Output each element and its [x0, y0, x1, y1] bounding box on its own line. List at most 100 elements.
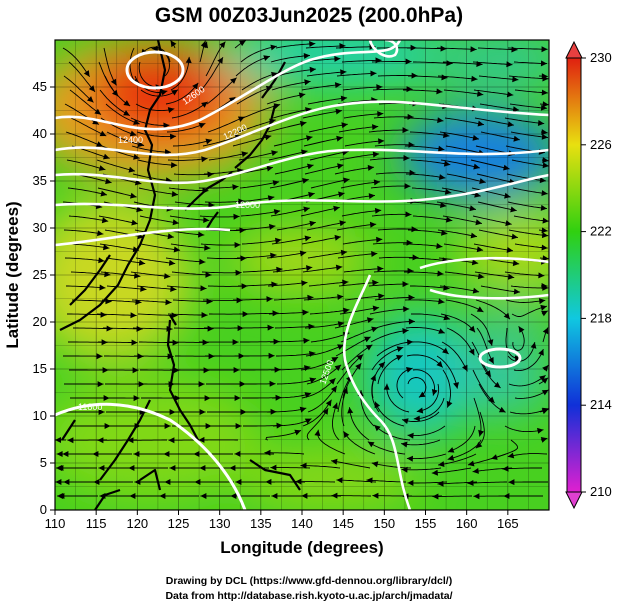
streamline-arrowhead — [134, 272, 141, 279]
streamline — [331, 460, 371, 469]
streamline — [106, 285, 147, 290]
streamline-arrowhead — [336, 135, 343, 142]
streamline-arrowhead — [300, 462, 307, 469]
streamline-arrowhead — [401, 466, 408, 473]
streamline-arrowhead — [337, 294, 344, 300]
streamline-arrowhead — [298, 92, 306, 99]
streamline-arrowhead — [436, 88, 443, 95]
streamline — [66, 285, 106, 289]
streamline — [444, 271, 485, 278]
streamline-arrowhead — [407, 480, 414, 486]
streamline-arrowhead — [510, 206, 517, 213]
streamline — [504, 425, 544, 433]
streamline-arrowhead — [340, 95, 348, 102]
streamline — [99, 89, 131, 117]
colorbar-tick-label: 222 — [590, 224, 612, 239]
streamline-arrowhead — [494, 381, 501, 388]
streamline — [480, 285, 521, 293]
streamline-arrowhead — [130, 312, 137, 319]
streamline — [306, 221, 346, 231]
streamline-arrowhead — [366, 477, 373, 484]
streamline — [165, 82, 199, 105]
streamline — [369, 308, 410, 315]
streamline-arrowhead — [371, 461, 379, 468]
streamline-arrowhead — [102, 367, 109, 374]
streamline-arrowhead — [332, 402, 338, 410]
streamline-arrowhead — [165, 299, 172, 306]
streamline-arrowhead — [132, 246, 140, 253]
streamline-arrowhead — [477, 273, 485, 280]
streamline-arrowhead — [355, 363, 362, 370]
streamline — [410, 159, 451, 166]
streamline-arrowhead — [378, 362, 385, 369]
streamline — [274, 325, 315, 329]
streamline — [443, 89, 484, 96]
streamline-arrowhead — [335, 108, 342, 115]
streamline — [69, 89, 102, 115]
streamline-arrowhead — [234, 242, 241, 248]
streamline-arrowhead — [294, 429, 301, 436]
streamline — [273, 296, 314, 301]
streamline-arrowhead — [541, 89, 548, 96]
streamline-arrowhead — [123, 110, 130, 116]
streamline — [67, 187, 108, 196]
streamline — [372, 242, 413, 245]
streamline-arrowhead — [55, 479, 62, 485]
streamline-arrowhead — [302, 178, 309, 184]
streamline-arrowhead — [103, 395, 110, 401]
streamline — [317, 429, 346, 455]
streamline-arrowhead — [303, 53, 310, 59]
streamline — [413, 397, 445, 420]
streamline — [301, 83, 342, 91]
streamline — [334, 166, 375, 175]
streamline — [273, 136, 313, 147]
streamline-arrowhead — [537, 120, 545, 126]
streamline-arrowhead — [539, 375, 546, 382]
streamline — [370, 329, 409, 343]
contour-label-2: 12400 — [118, 135, 143, 145]
streamline-arrowhead — [134, 479, 141, 485]
streamline-arrowhead — [542, 162, 549, 169]
streamline-arrowhead — [306, 265, 313, 272]
streamline — [340, 327, 379, 343]
streamline-arrowhead — [377, 265, 384, 272]
streamline-arrowhead — [63, 479, 70, 485]
streamline — [439, 131, 480, 140]
streamline-arrowhead — [271, 150, 278, 156]
streamline-arrowhead — [129, 493, 136, 499]
streamline — [401, 411, 440, 422]
streamline-arrowhead — [201, 156, 208, 163]
streamline-arrowhead — [408, 318, 415, 325]
streamline-arrowhead — [436, 361, 443, 368]
streamline-arrowhead — [239, 381, 246, 387]
streamline — [236, 86, 273, 105]
streamline — [309, 150, 349, 161]
streamline — [70, 271, 111, 276]
streamline — [173, 327, 214, 330]
streamline-arrowhead — [512, 76, 519, 83]
streamline — [396, 367, 413, 399]
streamline-arrowhead — [406, 239, 413, 246]
streamline-arrowhead — [408, 294, 415, 301]
streamline — [166, 122, 206, 133]
streamline — [336, 354, 364, 385]
streamline-arrowhead — [487, 339, 494, 346]
streamline — [343, 113, 384, 119]
streamline-arrowhead — [371, 326, 378, 333]
streamline — [506, 173, 547, 182]
streamline — [100, 271, 141, 277]
streamline — [440, 313, 476, 333]
streamline-arrowhead — [406, 367, 413, 373]
streamline-arrowhead — [333, 205, 340, 212]
streamline-arrowhead — [476, 306, 484, 312]
streamline-arrowhead — [164, 423, 171, 429]
streamline — [274, 164, 314, 175]
streamline-arrowhead — [104, 271, 111, 278]
streamline-arrowhead — [93, 479, 100, 485]
streamline-arrowhead — [140, 285, 147, 292]
streamline-arrowhead — [506, 91, 514, 98]
streamline — [307, 97, 348, 105]
x-tick-label: 125 — [168, 516, 190, 531]
streamline-arrowhead — [309, 220, 316, 227]
streamline — [198, 186, 239, 189]
